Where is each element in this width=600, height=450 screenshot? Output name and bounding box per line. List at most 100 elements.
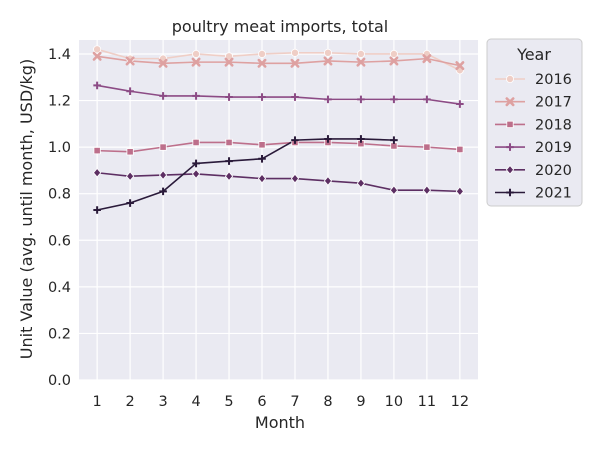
x-tick-label: 7 — [290, 394, 299, 410]
data-point-2016 — [323, 48, 332, 57]
data-point-2019 — [159, 92, 167, 100]
data-point-2019 — [423, 95, 431, 104]
data-point-2020 — [191, 169, 201, 179]
legend-items: 2016 2017 2018 2019 2020 2021 — [495, 72, 572, 202]
data-point-2021 — [324, 135, 332, 143]
x-tick-label: 9 — [356, 394, 365, 410]
legend-title: Year — [516, 45, 551, 64]
legend-label-2018: 2018 — [535, 117, 572, 133]
legend-label-2021: 2021 — [535, 186, 572, 202]
data-point-2021 — [258, 154, 266, 163]
x-tick-label: 5 — [224, 394, 233, 410]
data-point-2021 — [93, 206, 101, 214]
series-line-2021 — [96, 138, 394, 211]
legend-label-2016: 2016 — [535, 72, 572, 88]
data-point-2016 — [192, 49, 201, 58]
legend-marker-2018 — [506, 120, 514, 128]
legend-marker-2017 — [505, 97, 515, 107]
data-point-2020 — [158, 170, 168, 180]
y-tick-label: 0.8 — [48, 187, 71, 203]
y-tick-label: 0.0 — [48, 373, 71, 389]
data-point-2020 — [290, 173, 300, 184]
data-point-2021 — [390, 136, 398, 144]
series-line-2016 — [96, 48, 461, 71]
data-point-2017 — [92, 51, 102, 61]
data-point-2019 — [258, 93, 266, 101]
y-tick-label: 0.4 — [48, 280, 71, 296]
x-axis-label: Month — [255, 413, 305, 432]
data-point-2017 — [290, 58, 300, 68]
data-point-2017 — [422, 54, 432, 64]
data-point-2016 — [225, 52, 234, 61]
data-point-2019 — [192, 92, 200, 100]
data-point-2020 — [257, 173, 267, 184]
x-tick-label: 11 — [418, 394, 436, 410]
legend-label-2017: 2017 — [535, 95, 572, 111]
data-point-2021 — [357, 135, 365, 143]
legend-marker-2016 — [505, 75, 514, 84]
y-axis-ticks: 0.0 0.2 0.4 0.6 0.8 1.0 1.2 1.4 — [48, 47, 71, 389]
legend-label-2019: 2019 — [535, 140, 572, 156]
data-point-2020 — [455, 186, 464, 197]
data-point-2018 — [456, 145, 464, 154]
series-line-2018 — [97, 141, 460, 153]
x-tick-label: 12 — [451, 394, 469, 410]
data-point-2019 — [291, 93, 299, 101]
data-point-2016 — [258, 49, 267, 58]
y-tick-label: 1.0 — [48, 140, 71, 156]
legend-marker-2020 — [505, 164, 515, 175]
x-axis-ticks: 1 2 3 4 5 6 7 8 9 10 11 12 — [93, 394, 470, 410]
data-point-2020 — [125, 171, 135, 182]
data-point-2016 — [93, 45, 102, 54]
data-point-2018 — [93, 147, 101, 155]
data-point-2020 — [422, 185, 432, 196]
data-point-2021 — [192, 159, 200, 168]
data-point-2018 — [423, 143, 431, 151]
series-lines — [96, 48, 461, 211]
data-point-2021 — [159, 187, 167, 196]
x-tick-label: 10 — [385, 394, 403, 410]
y-tick-label: 1.4 — [48, 47, 71, 63]
data-point-2018 — [225, 138, 233, 147]
y-axis-label: Unit Value (avg. until month, USD/kg) — [17, 59, 36, 359]
data-point-2016 — [290, 48, 299, 57]
data-point-2020 — [224, 171, 234, 182]
y-tick-label: 0.6 — [48, 233, 71, 249]
data-point-2018 — [192, 138, 200, 147]
data-point-2016 — [389, 49, 398, 58]
data-point-2020 — [356, 178, 366, 189]
data-point-2018 — [159, 143, 167, 151]
data-point-2017 — [257, 58, 267, 68]
y-tick-label: 1.2 — [48, 94, 71, 110]
data-point-2019 — [324, 95, 332, 104]
data-point-2017 — [389, 56, 399, 66]
data-point-2018 — [258, 141, 266, 149]
data-point-2017 — [455, 61, 465, 71]
data-point-2016 — [356, 49, 365, 58]
x-tick-label: 3 — [158, 394, 167, 410]
data-point-2017 — [191, 57, 201, 67]
series-line-2017 — [97, 55, 461, 67]
x-tick-label: 2 — [125, 394, 134, 410]
legend-label-2020: 2020 — [535, 163, 572, 179]
y-tick-label: 0.2 — [48, 326, 71, 342]
data-point-2019 — [126, 87, 134, 96]
chart-title: poultry meat imports, total — [172, 17, 388, 36]
plot-area — [79, 40, 478, 380]
data-point-2018 — [126, 148, 134, 156]
legend-marker-2019 — [506, 143, 514, 151]
data-point-2017 — [356, 57, 366, 67]
data-point-2019 — [93, 81, 101, 90]
series-line-2020 — [97, 171, 460, 193]
series-line-2019 — [96, 84, 460, 105]
data-point-2019 — [357, 95, 365, 104]
data-point-2017 — [158, 58, 168, 68]
gridlines — [79, 40, 478, 381]
series-markers — [92, 45, 465, 214]
x-tick-label: 6 — [257, 394, 266, 410]
data-point-2020 — [323, 176, 333, 186]
data-point-2017 — [224, 57, 234, 67]
data-point-2017 — [125, 56, 135, 66]
data-point-2019 — [225, 93, 233, 101]
